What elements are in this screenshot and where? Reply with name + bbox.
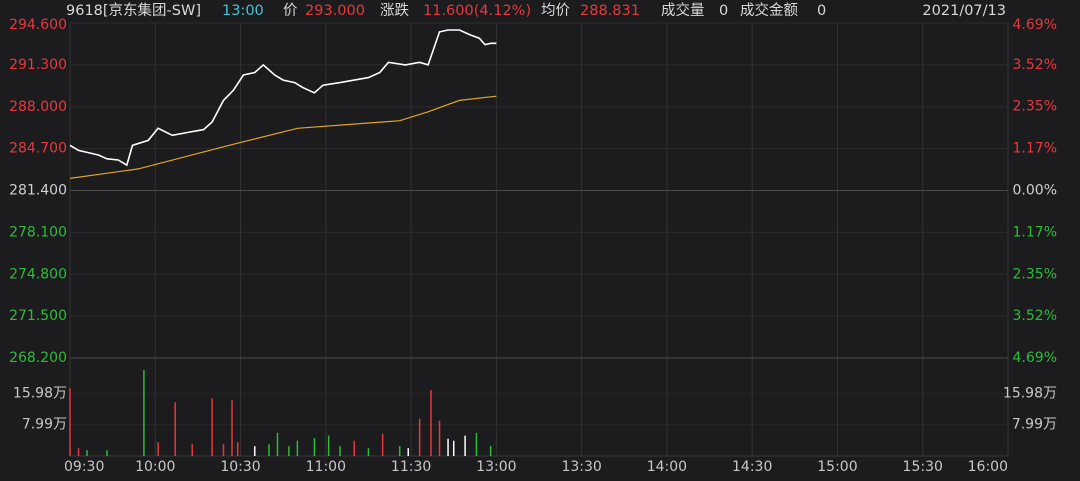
volume-bar <box>452 440 455 456</box>
volume-bar <box>367 448 370 456</box>
avg: 288.831 <box>580 3 640 19</box>
x-tick-label: 13:00 <box>476 459 516 475</box>
x-tick-label: 14:30 <box>732 459 772 475</box>
volume-bar <box>288 446 290 456</box>
volume-bar <box>106 450 108 456</box>
y2-tick-label: 3.52% <box>1013 57 1057 73</box>
price-label: 价 <box>283 3 298 19</box>
y2-tick-label: 4.69% <box>1013 17 1057 33</box>
price-line <box>69 29 497 167</box>
x-tick-label: 15:00 <box>817 459 857 475</box>
volume-bar <box>174 402 176 456</box>
volume-bar <box>398 446 401 456</box>
y-tick-label: 274.800 <box>9 266 67 282</box>
y-tick-label: 284.700 <box>9 141 67 157</box>
volume-bar <box>353 440 355 456</box>
volume-bar <box>418 418 421 456</box>
volume-bar <box>339 446 341 456</box>
y2-tick-label: 2.35% <box>1013 266 1057 282</box>
y2-tick-label: 2.35% <box>1013 99 1057 115</box>
volume-bar <box>231 400 233 456</box>
x-tick-label: 10:30 <box>220 459 260 475</box>
volume-bar <box>86 450 88 456</box>
y-tick-label: 294.600 <box>9 17 67 33</box>
volume-tick-label: 15.98万 <box>1003 385 1057 401</box>
y2-tick-label: 1.17% <box>1013 141 1057 157</box>
volume-bar <box>438 420 441 456</box>
price: 293.000 <box>305 3 365 19</box>
volume-bar <box>475 432 478 456</box>
volume-bar <box>143 370 145 456</box>
volume-bar <box>276 432 279 456</box>
y-tick-label: 268.200 <box>9 350 67 366</box>
x-tick-label: 11:00 <box>306 459 346 475</box>
volume-bar <box>464 435 466 456</box>
volume-bar <box>254 446 256 456</box>
price-line <box>69 95 497 179</box>
y-tick-label: 281.400 <box>9 183 67 199</box>
y-tick-label: 278.100 <box>9 224 67 240</box>
volume-bar <box>222 444 225 456</box>
y2-tick-label: 1.17% <box>1013 224 1057 240</box>
volume-bar <box>447 438 449 456</box>
volume-bar <box>489 445 492 456</box>
volume-bar <box>296 440 299 456</box>
volume-bar <box>430 390 432 456</box>
y2-tick-label: 3.52% <box>1013 308 1057 324</box>
volume-bar <box>268 444 270 456</box>
volume-tick-label: 7.99万 <box>1012 417 1057 433</box>
avg-label: 均价 <box>541 2 570 19</box>
volume-label: 成交量 <box>661 1 705 19</box>
volume-bar <box>327 435 330 456</box>
volume-bar <box>211 398 213 456</box>
amount-label: 成交金额 <box>740 1 798 19</box>
x-tick-label: 11:30 <box>391 459 431 475</box>
y-tick-label: 271.500 <box>9 308 67 324</box>
symbol: 9618[京东集团-SW] <box>66 2 201 19</box>
x-tick-label: 15:30 <box>903 459 943 475</box>
x-tick-label: 14:00 <box>647 459 687 475</box>
volume-bar <box>313 437 316 456</box>
x-tick-label: 09:30 <box>64 459 104 475</box>
x-tick-label: 10:00 <box>135 459 175 475</box>
y2-tick-label: 0.00% <box>1013 183 1057 199</box>
x-tick-label: 16:00 <box>968 459 1008 475</box>
volume-bar <box>157 442 159 456</box>
volume-bar <box>407 448 409 456</box>
volume: 0 <box>719 3 728 19</box>
x-tick-label: 13:30 <box>561 459 601 475</box>
volume-bar <box>77 448 80 456</box>
y2-tick-label: 4.69% <box>1013 350 1057 366</box>
volume-bar <box>381 433 384 456</box>
volume-tick-label: 15.98万 <box>13 385 67 401</box>
date: 2021/07/13 <box>922 3 1006 19</box>
change-label: 涨跌 <box>380 2 409 19</box>
change: 11.600(4.12%) <box>423 3 531 19</box>
y-tick-label: 291.300 <box>9 57 67 73</box>
volume-bar <box>236 442 239 456</box>
volume-bar <box>69 388 71 456</box>
volume-tick-label: 7.99万 <box>22 417 67 433</box>
time: 13:00 <box>222 3 264 19</box>
y-tick-label: 288.000 <box>9 99 67 115</box>
amount: 0 <box>817 3 826 19</box>
volume-bar <box>191 444 193 456</box>
